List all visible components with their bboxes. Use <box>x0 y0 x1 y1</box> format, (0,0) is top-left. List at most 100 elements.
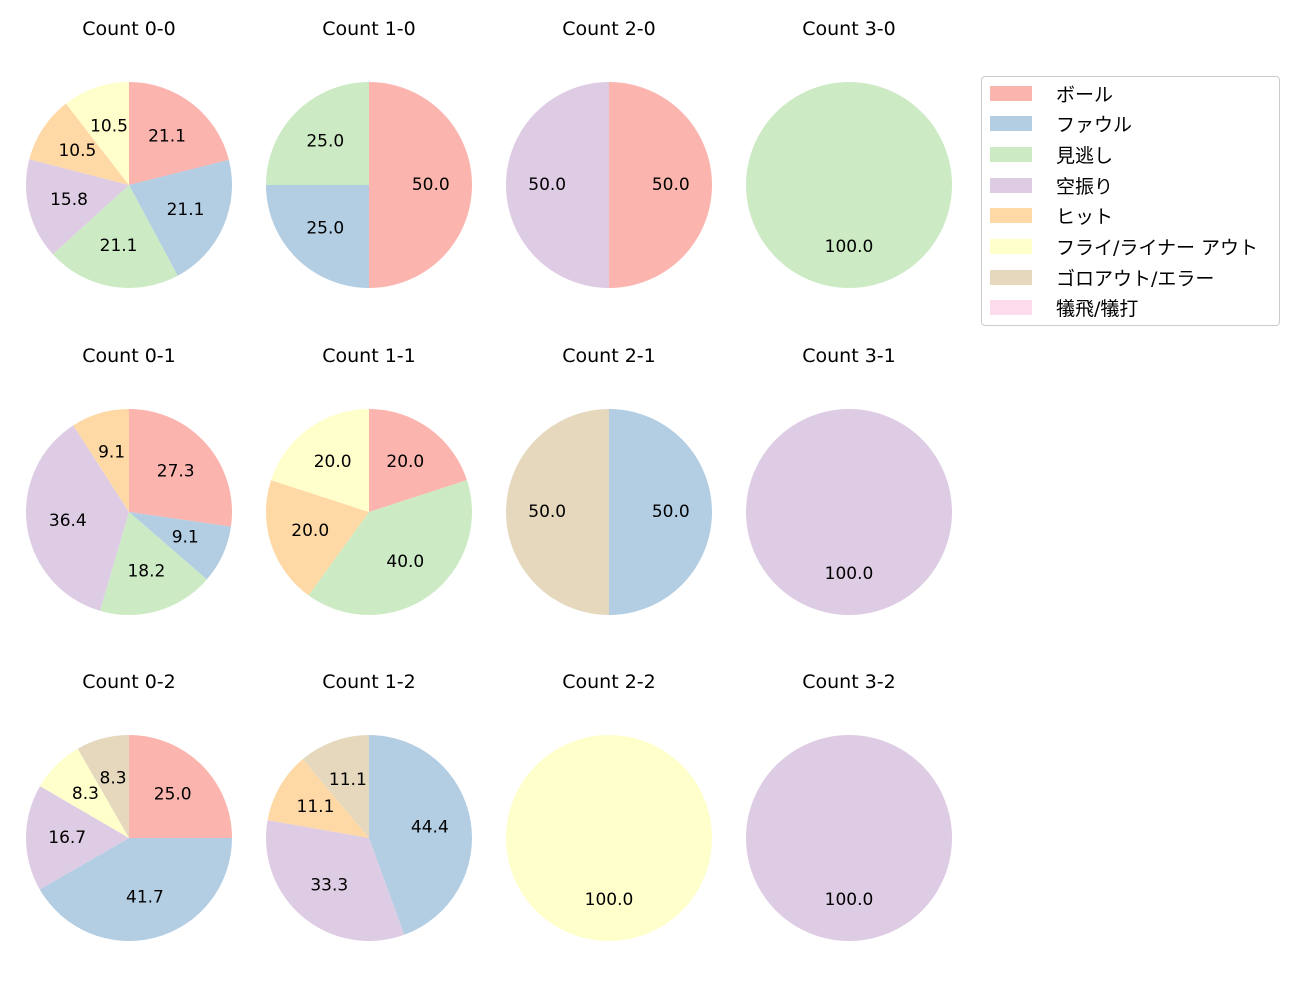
slice-label: 8.3 <box>100 768 127 788</box>
pie-count-2-0: Count 2-0 50.0 50.0 <box>506 18 712 288</box>
slice-label: 15.8 <box>50 190 88 210</box>
pie-count-1-1: Count 1-1 20.0 40.0 20.0 20.0 <box>266 345 472 615</box>
pie-count-1-0: Count 1-0 50.0 25.0 25.0 <box>266 18 472 288</box>
pie-slice <box>265 820 405 941</box>
legend-item: フライ/ライナー アウト <box>990 237 1258 259</box>
pie-count-1-2: Count 1-2 44.4 33.3 11.1 11.1 <box>265 671 472 941</box>
slice-label: 21.1 <box>148 126 186 146</box>
pie-slice <box>266 185 369 288</box>
legend-item: ゴロアウト/エラー <box>990 267 1214 290</box>
legend-item: 見逃し <box>990 144 1113 167</box>
legend-label: フライ/ライナー アウト <box>1056 237 1259 259</box>
slice-label: 50.0 <box>652 175 690 195</box>
slice-label: 10.5 <box>58 141 96 161</box>
legend-item: 犠飛/犠打 <box>990 298 1138 320</box>
pie-slice <box>77 735 129 838</box>
pie-title: Count 3-1 <box>802 345 896 367</box>
pie-slice <box>129 512 231 580</box>
pie-slice <box>369 82 472 288</box>
pie-title: Count 3-0 <box>802 18 896 40</box>
slice-label: 44.4 <box>411 817 449 837</box>
slice-label: 20.0 <box>314 452 352 472</box>
pie-slice <box>746 735 952 941</box>
legend-swatch <box>990 300 1032 316</box>
legend-label: ボール <box>1056 83 1114 106</box>
pie-slice <box>308 480 472 615</box>
legend-item: ファウル <box>990 114 1132 136</box>
pie-title: Count 0-2 <box>82 671 176 693</box>
pie-slice <box>266 480 369 596</box>
slice-label: 36.4 <box>49 511 87 531</box>
pie-count-3-0: Count 3-0 100.0 <box>746 18 952 288</box>
pie-slice <box>52 185 178 288</box>
slice-label: 50.0 <box>528 175 566 195</box>
slice-label: 25.0 <box>306 219 344 239</box>
pie-slice <box>267 759 369 838</box>
pie-slice <box>746 409 952 615</box>
slice-label: 21.1 <box>100 236 138 256</box>
pie-title: Count 1-2 <box>322 671 416 693</box>
legend-label: 見逃し <box>1056 144 1114 167</box>
pie-title: Count 3-2 <box>802 671 896 693</box>
slice-label: 9.1 <box>172 528 199 548</box>
slice-label: 25.0 <box>306 131 344 151</box>
pie-slice <box>65 82 129 185</box>
pie-slice <box>25 159 130 255</box>
legend-label: ヒット <box>1056 206 1114 229</box>
pie-slice <box>609 82 712 288</box>
pie-slice <box>129 82 229 185</box>
pie-slice <box>369 409 467 512</box>
pie-slice <box>266 82 369 185</box>
legend-swatch <box>990 116 1032 132</box>
pie-slice <box>302 735 369 838</box>
slice-label: 100.0 <box>825 237 874 257</box>
slice-label: 33.3 <box>310 875 348 895</box>
pie-slice <box>26 786 130 890</box>
pie-count-0-0: Count 0-0 21.1 21.1 21.1 15.8 10.5 10.5 <box>25 18 233 288</box>
pie-count-3-1: Count 3-1 100.0 <box>746 345 952 615</box>
legend-swatch <box>990 269 1032 285</box>
slice-label: 18.2 <box>127 561 165 581</box>
legend-label: ファウル <box>1056 114 1133 137</box>
pie-slice <box>609 409 712 615</box>
pie-title: Count 2-1 <box>562 345 656 367</box>
pie-slice <box>129 735 232 838</box>
pie-title: Count 0-0 <box>82 18 176 40</box>
pie-slice <box>129 159 233 276</box>
pie-slice <box>506 409 609 615</box>
pie-slice <box>40 748 130 838</box>
slice-label: 20.0 <box>291 521 329 541</box>
slice-label: 100.0 <box>825 564 874 584</box>
pie-slice <box>506 735 712 941</box>
pie-title: Count 2-2 <box>562 671 656 693</box>
legend-item: 空振り <box>990 175 1113 198</box>
legend-label: 空振り <box>1056 175 1114 198</box>
pie-count-0-2: Count 0-2 25.0 41.7 16.7 8.38.3 <box>26 671 233 942</box>
pie-slice <box>73 409 129 512</box>
slice-label: 8.3 <box>72 784 99 804</box>
slice-label: 41.7 <box>126 888 164 908</box>
pie-slice <box>29 103 130 185</box>
pie-slice <box>39 838 233 942</box>
slice-label: 40.0 <box>386 552 424 572</box>
legend-swatch <box>990 177 1032 193</box>
pie-count-2-2: Count 2-2 100.0 <box>506 671 712 941</box>
slice-label: 100.0 <box>585 890 634 910</box>
slice-label: 50.0 <box>412 175 450 195</box>
slice-label: 100.0 <box>825 890 874 910</box>
legend-swatch <box>990 85 1032 101</box>
legend-swatch <box>990 208 1032 224</box>
slice-label: 16.7 <box>48 828 86 848</box>
chart-legend: ボールファウル見逃し空振りヒットフライ/ライナー アウト ゴロアウト/エラー犠飛/… <box>981 76 1280 326</box>
legend-item: ボール <box>990 83 1113 106</box>
pie-slice <box>99 512 207 615</box>
legend-label: ゴロアウト/エラー <box>1056 267 1215 290</box>
slice-label: 10.5 <box>90 117 128 137</box>
slice-label: 20.0 <box>386 452 424 472</box>
slice-label: 50.0 <box>652 502 690 522</box>
pie-title: Count 2-0 <box>562 18 656 40</box>
pie-count-3-2: Count 3-2 100.0 <box>746 671 952 941</box>
pie-count-0-1: Count 0-1 27.3 9.1 18.2 36.4 9.1 <box>26 345 233 615</box>
pie-title: Count 1-1 <box>322 345 416 367</box>
